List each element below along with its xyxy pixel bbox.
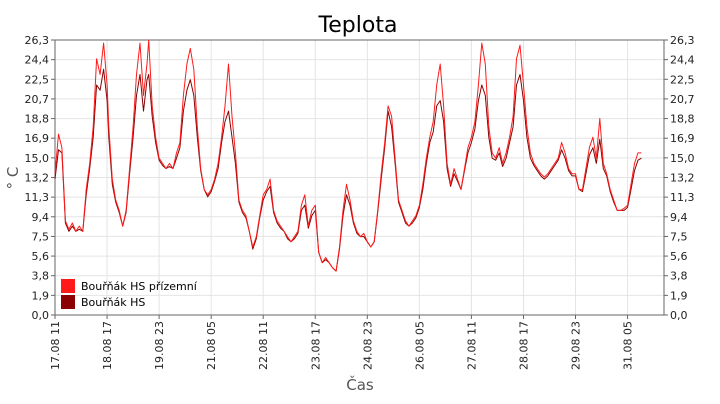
series-layer (54, 39, 642, 272)
legend-label: Bouřňák HS přízemní (81, 280, 198, 293)
y-tick-label-right: 16,9 (670, 132, 695, 145)
x-tick-label: 22.08 11 (257, 321, 270, 370)
y-tick-label-left: 24,4 (25, 54, 50, 67)
y-tick-label-right: 15,0 (670, 152, 695, 165)
y-tick-label-left: 5,6 (32, 250, 50, 263)
y-tick-label-right: 7,5 (670, 230, 688, 243)
x-tick-label: 27.08 11 (465, 321, 478, 370)
y-tick-label-left: 20,7 (25, 93, 50, 106)
y-tick-label-left: 18,8 (25, 113, 50, 126)
y-tick-label-left: 26,3 (25, 34, 50, 47)
y-tick-label-right: 1,9 (670, 289, 688, 302)
y-tick-label-right: 3,8 (670, 270, 688, 283)
y-tick-label-right: 18,8 (670, 113, 695, 126)
legend: Bouřňák HS přízemní Bouřňák HS (61, 279, 198, 309)
y-tick-label-right: 20,7 (670, 93, 695, 106)
series-line (54, 68, 642, 272)
x-tick-label: 19.08 23 (153, 321, 166, 370)
y-tick-label-left: 22,5 (25, 73, 50, 86)
y-tick-label-left: 0,0 (32, 309, 50, 322)
y-tick-label-right: 0,0 (670, 309, 688, 322)
x-tick-label: 31.08 05 (622, 321, 635, 370)
legend-swatch (61, 279, 75, 293)
x-tick-label: 26.08 05 (413, 321, 426, 370)
x-tick-label: 21.08 05 (205, 321, 218, 370)
x-axis: 17.08 11 18.08 17 19.08 23 21.08 05 22.08 11… (49, 315, 635, 370)
legend-label: Bouřňák HS (81, 296, 145, 309)
series-line (54, 39, 642, 272)
x-tick-label: 29.08 23 (570, 321, 583, 370)
y-tick-label-left: 11,3 (25, 191, 50, 204)
chart-title: Teplota (318, 13, 398, 38)
y-axis-left: 0,0 1,9 3,8 5,6 7,5 9,4 11,3 13,2 15,0 16,9 18,8 20… (25, 34, 55, 322)
x-tick-label: 23.08 17 (309, 321, 322, 370)
legend-swatch (61, 295, 75, 309)
y-tick-label-right: 5,6 (670, 250, 688, 263)
y-tick-label-right: 13,2 (670, 172, 695, 185)
x-tick-label: 18.08 17 (101, 321, 114, 370)
x-tick-label: 28.08 17 (517, 321, 530, 370)
y-tick-label-left: 16,9 (25, 132, 50, 145)
y-tick-label-right: 22,5 (670, 73, 695, 86)
y-tick-label-right: 26,3 (670, 34, 695, 47)
x-tick-label: 24.08 23 (361, 321, 374, 370)
y-tick-label-left: 13,2 (25, 172, 50, 185)
y-tick-label-left: 3,8 (32, 270, 50, 283)
x-axis-title: Čas (346, 375, 374, 394)
y-axis-title: ° C (4, 167, 22, 190)
y-tick-label-left: 7,5 (32, 230, 50, 243)
y-tick-label-right: 11,3 (670, 191, 695, 204)
x-tick-label: 17.08 11 (49, 321, 62, 370)
y-tick-label-left: 15,0 (25, 152, 50, 165)
grid-layer (55, 40, 664, 315)
y-axis-right: 0,0 1,9 3,8 5,6 7,5 9,4 11,3 13,2 15,0 16,9 18,8 20… (664, 34, 695, 322)
y-tick-label-left: 1,9 (32, 289, 50, 302)
y-tick-label-right: 9,4 (670, 211, 688, 224)
y-tick-label-left: 9,4 (32, 211, 50, 224)
y-tick-label-right: 24,4 (670, 54, 695, 67)
